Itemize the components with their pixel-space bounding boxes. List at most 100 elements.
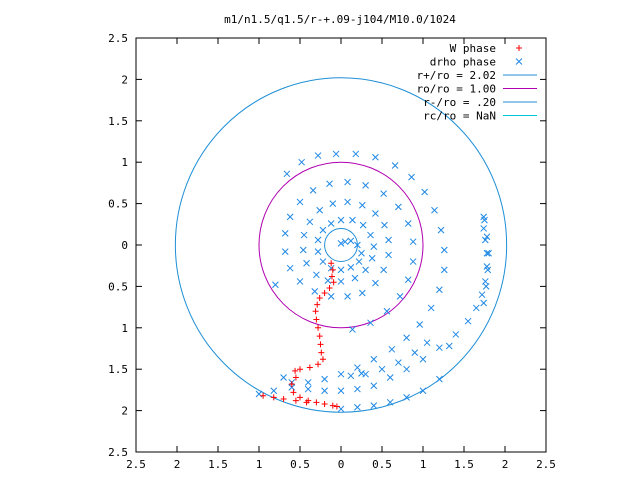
series-drho-phase (255, 150, 492, 413)
data-point (395, 359, 402, 366)
y-tick-label: 2 (121, 73, 128, 86)
data-point (408, 173, 415, 181)
legend-entry: rc/ro = NaN (423, 110, 537, 123)
data-point (281, 230, 289, 237)
data-point (403, 334, 410, 342)
data-point (403, 393, 410, 401)
data-point (283, 170, 291, 178)
data-point (372, 153, 379, 161)
data-point (329, 266, 336, 273)
data-point (324, 277, 332, 284)
data-point (436, 375, 443, 383)
data-point (386, 374, 394, 381)
data-point (297, 394, 303, 401)
data-point (403, 365, 410, 373)
data-point (358, 249, 365, 257)
data-point (362, 266, 369, 274)
data-point (359, 221, 367, 229)
data-point (380, 266, 387, 274)
y-tick-label: 2 (121, 405, 128, 418)
data-point (309, 186, 317, 194)
data-point (482, 283, 490, 290)
data-point (314, 301, 321, 308)
data-point (281, 248, 289, 255)
x-tick-label: 1.5 (208, 458, 228, 471)
data-point (391, 162, 399, 169)
data-point (313, 271, 320, 279)
data-point (404, 220, 412, 227)
data-point (290, 389, 297, 396)
x-tick-label: 2 (174, 458, 181, 471)
data-point (416, 321, 424, 328)
data-point (481, 236, 489, 244)
data-point (319, 356, 326, 363)
data-point (354, 364, 361, 371)
data-point (297, 366, 303, 373)
data-point (314, 248, 322, 255)
data-point (436, 286, 443, 294)
data-point (421, 188, 428, 196)
series-w-phase (260, 260, 340, 410)
data-point (483, 233, 491, 241)
data-point (319, 226, 327, 234)
reference-circle-0 (174, 77, 508, 413)
data-point (409, 238, 417, 246)
data-point (347, 372, 355, 380)
reference-circle-1 (258, 161, 424, 329)
data-point (326, 180, 333, 188)
data-point (330, 279, 337, 286)
data-point (316, 206, 324, 214)
data-point (327, 220, 335, 227)
x-tick-label: 0.5 (372, 458, 392, 471)
data-point (296, 278, 304, 285)
x-tick-label: 1 (420, 458, 427, 471)
data-point (313, 399, 320, 406)
data-point (280, 396, 287, 403)
legend-label: rc/ro = NaN (423, 110, 496, 123)
data-point (306, 364, 313, 371)
data-point (370, 402, 378, 409)
data-point (485, 249, 492, 257)
data-point (321, 387, 328, 395)
data-point (478, 291, 486, 299)
data-point (367, 231, 374, 239)
data-point (319, 258, 327, 265)
x-tick-label: 0.5 (290, 458, 310, 471)
data-point (288, 381, 295, 388)
data-point (355, 258, 363, 265)
data-point (385, 236, 392, 244)
y-tick-label: 0.5 (108, 198, 128, 211)
data-point (386, 398, 394, 406)
data-point (354, 385, 361, 393)
data-point (370, 243, 378, 251)
data-point (337, 387, 345, 395)
data-point (303, 259, 310, 267)
data-point (431, 206, 438, 214)
data-point (354, 403, 361, 411)
data-point (427, 304, 435, 312)
data-point (347, 264, 355, 271)
x-tick-label: 2 (502, 458, 509, 471)
data-point (362, 182, 369, 189)
data-point (327, 292, 335, 300)
data-point (347, 237, 355, 245)
data-point (440, 246, 448, 254)
axis-ticks: 2.5 2 1.5 1 0.5 0 0.5 1 1.5 2 2.52.521.510.500.511… (108, 32, 556, 471)
legend-label: r-/ro = .20 (423, 96, 496, 109)
data-point (314, 152, 322, 159)
data-point (388, 345, 396, 353)
data-point (358, 369, 365, 377)
data-point (286, 264, 294, 272)
data-point (351, 274, 359, 282)
data-point (326, 285, 333, 292)
data-point (423, 339, 431, 347)
x-tick-label: 2.5 (126, 458, 146, 471)
data-point (385, 251, 392, 259)
legend-label: ro/ro = 1.00 (417, 83, 496, 96)
y-tick-label: 1 (121, 322, 128, 335)
data-point (270, 387, 278, 395)
data-point (378, 365, 386, 373)
data-point (306, 218, 314, 226)
